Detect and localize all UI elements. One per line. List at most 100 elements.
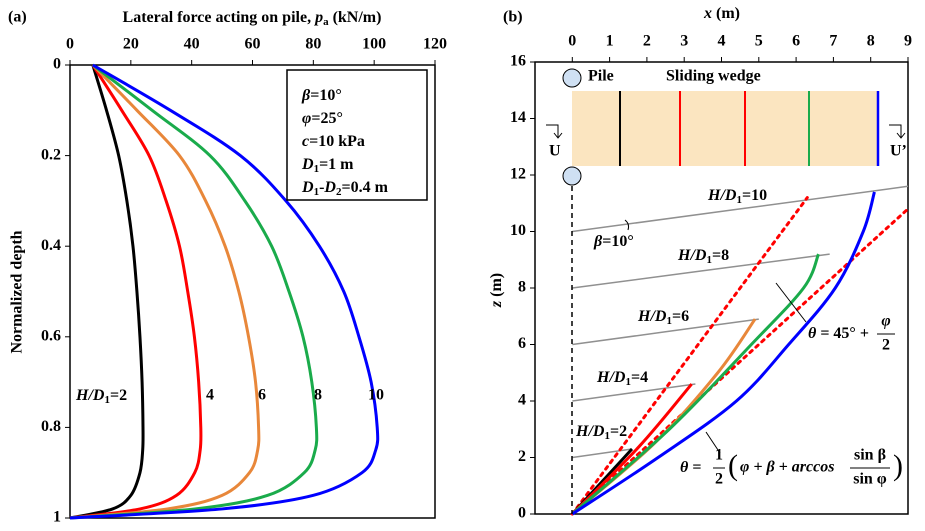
curve-label: H/D1=2 xyxy=(575,423,627,442)
curve-label: 4 xyxy=(206,387,214,404)
curve-label: H/D1=2 xyxy=(75,387,127,406)
text-part: =10° xyxy=(602,233,634,250)
curve-label: 10 xyxy=(368,387,384,404)
slip-surface xyxy=(571,383,693,516)
text-part: 1 xyxy=(604,430,610,442)
y-tick-label: 0.2 xyxy=(41,146,61,163)
formula-part: ) xyxy=(893,449,903,482)
text-part: θ xyxy=(808,325,817,342)
text-part: (m) xyxy=(488,273,505,301)
text-part: 4 xyxy=(640,369,648,386)
text-part: 8 xyxy=(721,247,729,264)
text-part: β xyxy=(593,233,603,250)
force-curve xyxy=(69,63,261,520)
y-tick-label: 0 xyxy=(518,505,526,522)
schematic: Pile Sliding wedge U U’ xyxy=(546,68,907,514)
curve-label: 6 xyxy=(258,387,266,404)
y-tick-label: 4 xyxy=(518,392,526,409)
y-axis-title: Normalized depth xyxy=(9,230,26,353)
text-part: H/D xyxy=(596,369,626,386)
x-tick-label: 120 xyxy=(423,36,447,53)
x-tick-label: 0 xyxy=(66,36,74,53)
pile-label: Pile xyxy=(588,68,614,85)
text-part: a xyxy=(323,16,329,28)
text-part: 2 xyxy=(119,387,127,404)
formula-part: 1 xyxy=(715,447,723,464)
angle-label: β=10° xyxy=(593,233,634,250)
text-part: x xyxy=(703,5,712,22)
text-part: D xyxy=(301,179,314,196)
x-tick-label: 60 xyxy=(245,36,261,53)
x-tick-label: 8 xyxy=(867,33,875,50)
x-tick-label: 7 xyxy=(829,33,837,50)
text-part: 1 xyxy=(104,394,110,406)
text-part: H/D xyxy=(707,187,737,204)
text-part: c xyxy=(302,133,309,150)
text-part: =10 kPa xyxy=(309,133,365,150)
y-tick-label: 16 xyxy=(510,53,526,70)
wedge-section xyxy=(572,91,878,166)
curve-label: H/D1=10 xyxy=(707,187,767,206)
text-part: p xyxy=(313,9,323,26)
force-curve xyxy=(69,64,203,520)
text-part: H/D xyxy=(677,247,707,264)
curve-label: H/D1=4 xyxy=(596,369,648,388)
text-part: 1 xyxy=(706,254,712,266)
x-axis-title: Lateral force acting on pile, pa (kN/m) xyxy=(123,9,382,28)
x-tick-label: 40 xyxy=(184,36,200,53)
x-tick-label: 80 xyxy=(305,36,321,53)
plot: 0 20 40 60 80 100 120 0 0.2 0.4 0.6 0.8 1 xyxy=(41,36,447,526)
parameter-box xyxy=(286,69,428,201)
formula-part: sin φ xyxy=(853,471,887,488)
curve-label: H/D1=8 xyxy=(677,247,729,266)
section-arrow xyxy=(546,124,563,139)
formula-part: φ xyxy=(881,313,890,330)
text-part: = xyxy=(688,459,701,476)
formula-part: φ + β + arccos xyxy=(740,459,834,476)
text-part: 1 xyxy=(625,376,631,388)
pile-icon xyxy=(562,166,582,186)
panel-label: (b) xyxy=(503,9,523,26)
text-part: = xyxy=(742,187,751,204)
force-curve xyxy=(69,63,380,520)
text-part: D xyxy=(301,156,314,173)
parameter: D1-D2=0.4 m xyxy=(301,179,389,198)
leader-line xyxy=(775,282,807,323)
formula-part: sin β xyxy=(854,447,886,464)
text-part: =0.4 m xyxy=(341,179,388,196)
text-part: 1 xyxy=(736,194,742,206)
x-tick-label: 0 xyxy=(568,33,576,50)
wedge-label: Sliding wedge xyxy=(666,68,761,85)
formula: θ = 45° + xyxy=(808,325,869,342)
y-axis-title: z (m) xyxy=(488,273,505,308)
parameter: φ=25° xyxy=(302,110,343,127)
text-part: =10° xyxy=(310,87,342,104)
formula-part: ( xyxy=(728,449,738,482)
formula: θ = xyxy=(680,459,701,476)
curve-label: H/D1=6 xyxy=(637,308,689,327)
slip-surface xyxy=(571,253,820,516)
y-tick-label: 1 xyxy=(53,509,61,526)
y-tick-label: 6 xyxy=(518,335,526,352)
parameter: β=10° xyxy=(301,87,342,104)
text-part: D xyxy=(323,179,336,196)
text-part: φ xyxy=(302,110,311,127)
text-part: = xyxy=(110,387,119,404)
text-part: 1 xyxy=(314,163,320,175)
text-part: - xyxy=(319,179,324,196)
text-part: H/D xyxy=(575,423,605,440)
force-curve xyxy=(69,63,319,520)
text-part: = xyxy=(672,308,681,325)
x-tick-label: 3 xyxy=(680,33,688,50)
text-part: 2 xyxy=(619,423,627,440)
x-tick-label: 1 xyxy=(606,33,614,50)
parameter: c=10 kPa xyxy=(302,133,365,150)
text-part: 10 xyxy=(751,187,767,204)
panel-label: (a) xyxy=(8,9,27,26)
formula-part: 2 xyxy=(882,337,890,354)
curve-label: 8 xyxy=(314,387,322,404)
section-arrow xyxy=(889,124,906,139)
section-label: U xyxy=(549,143,561,160)
